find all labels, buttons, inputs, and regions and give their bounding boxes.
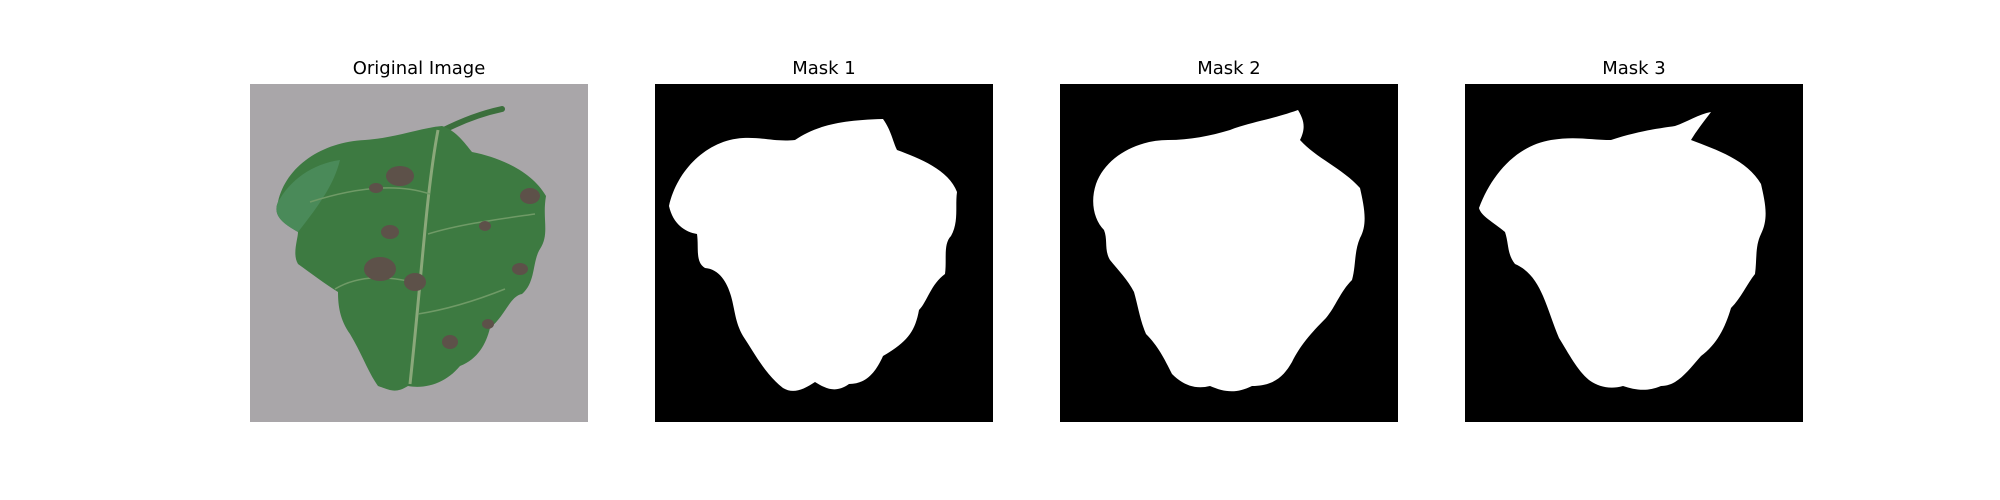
lesion-spot — [369, 183, 383, 193]
lesion-spot — [520, 188, 540, 204]
lesion-spot — [364, 257, 396, 281]
lesion-spot — [482, 319, 494, 329]
mask-3-image — [1465, 84, 1803, 422]
leaf-midrib — [408, 129, 440, 385]
lesion-spot — [386, 166, 414, 186]
lesion-spot — [442, 335, 458, 349]
mask-shape — [1093, 110, 1365, 392]
original-leaf-image — [250, 84, 588, 422]
mask-3-illustration — [1465, 84, 1803, 422]
lesion-spot — [381, 225, 399, 239]
mask-1-image — [655, 84, 993, 422]
leaf-vein-2 — [427, 213, 536, 235]
leaf-shape — [276, 126, 546, 391]
mask-2-illustration — [1060, 84, 1398, 422]
panel-title-mask-1: Mask 1 — [792, 58, 856, 79]
leaf-left-lobe — [276, 160, 340, 232]
lesion-spot — [479, 221, 491, 231]
mask-shape — [1479, 112, 1766, 390]
lesion-spot — [404, 273, 426, 291]
panel-title-mask-2: Mask 2 — [1197, 58, 1261, 79]
panel-title-original: Original Image — [352, 58, 486, 79]
mask-2-image — [1060, 84, 1398, 422]
lesion-spot — [512, 263, 528, 275]
mask-shape — [669, 119, 957, 391]
mask-1-illustration — [655, 84, 993, 422]
panel-title-mask-3: Mask 3 — [1602, 58, 1666, 79]
leaf-vein-4 — [417, 288, 506, 315]
leaf-photo-illustration — [250, 84, 588, 422]
